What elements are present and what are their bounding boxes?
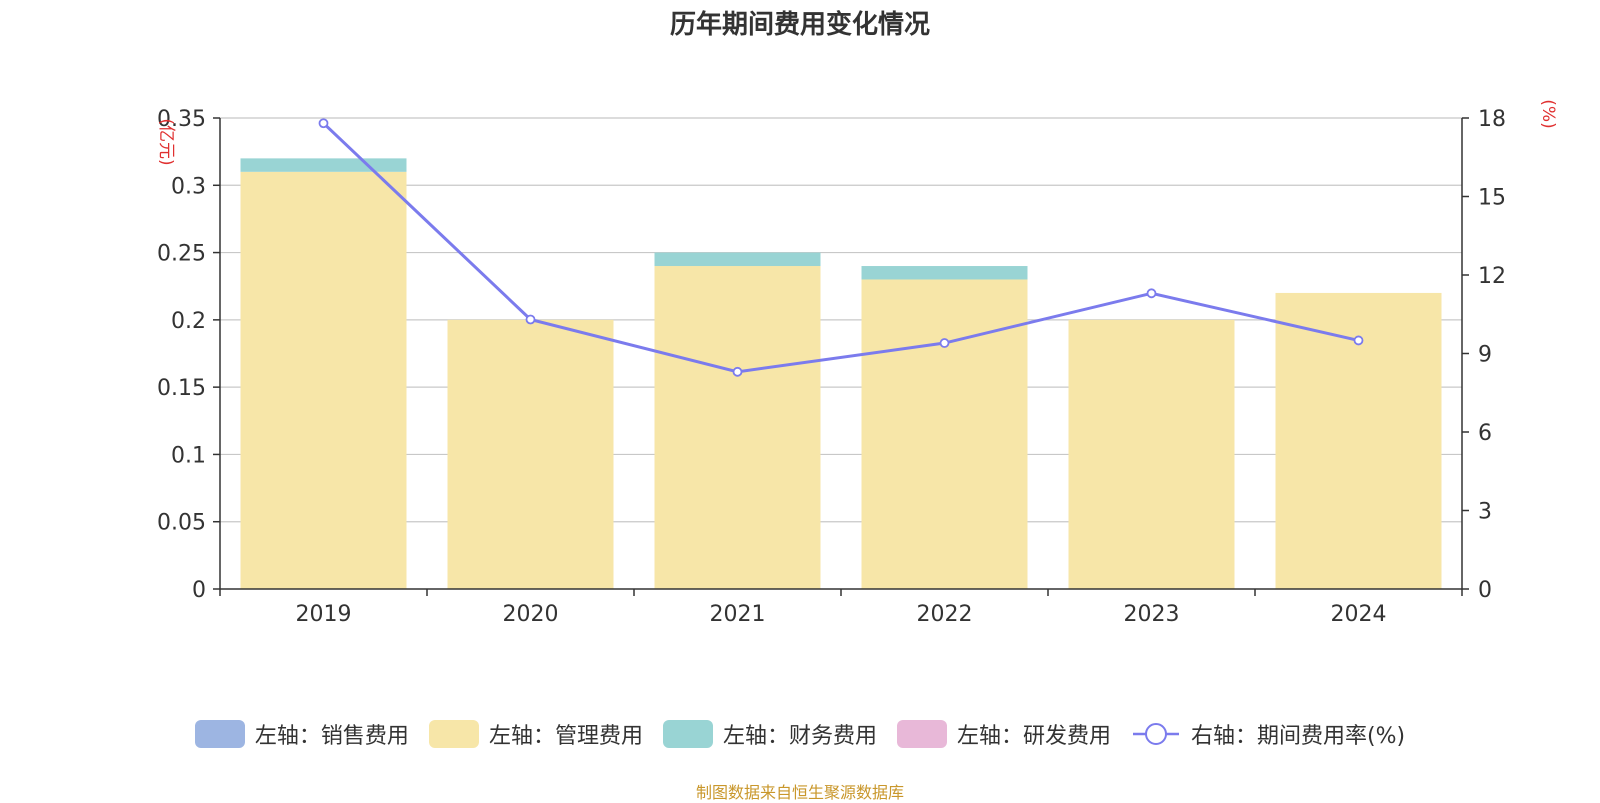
bar-segment [654,266,821,589]
right-tick-label: 0 [1478,578,1492,603]
chart-plot: 0 0.05 0.1 0.15 0.2 0.25 0.3 0.35 0 3 6 9 12 15 18 2019… [156,99,1558,627]
x-tick-label: 2020 [503,602,559,627]
legend-item[interactable]: 左轴：销售费用 [194,718,409,750]
bar-segment [240,158,407,172]
legend-swatch [662,720,713,748]
rate-point [1146,288,1157,299]
legend-item[interactable]: 右轴：期间费用率(%) [1131,718,1405,750]
right-tick-label: 9 [1478,343,1492,368]
legend-swatch [194,720,245,748]
right-axis-unit: (%) [1538,99,1558,128]
bar-segment [447,319,614,589]
x-tick-label: 2023 [1124,602,1180,627]
right-tick-label: 18 [1478,107,1506,132]
rate-point [525,314,536,325]
rate-line-path [322,122,1359,374]
legend-label: 左轴：财务费用 [722,724,877,749]
legend-label: 左轴：研发费用 [956,724,1111,749]
legend-label: 左轴：管理费用 [488,724,643,749]
legend-label: 右轴：期间费用率(%) [1190,724,1406,749]
chart-title: 历年期间费用变化情况 [669,10,930,40]
bar-segment [1068,319,1235,589]
bar-segment [654,252,821,267]
rate-point [939,338,950,348]
left-tick-label: 0.35 [157,107,206,132]
bar-segment [240,171,407,590]
rate-point [318,118,329,129]
grid-lines [220,117,1462,523]
tick-labels: 0 0.05 0.1 0.15 0.2 0.25 0.3 0.35 0 3 6 9 12 15 18 2019… [156,99,1558,627]
right-tick-label: 12 [1478,264,1506,289]
left-axis-unit: (亿元) [156,118,176,165]
x-tick-label: 2022 [917,602,973,627]
legend: 左轴：销售费用 左轴：管理费用 左轴：财务费用 左轴：研发费用 右轴：期间费用率(%) [0,718,1600,750]
left-tick-label: 0.2 [171,309,206,334]
legend-line-swatch [1132,723,1179,745]
legend-item[interactable]: 左轴：研发费用 [896,718,1111,750]
rate-line [318,118,1364,377]
right-tick-label: 15 [1478,186,1506,211]
left-tick-label: 0.05 [157,511,206,536]
x-tick-label: 2021 [710,602,766,627]
left-tick-label: 0.25 [157,242,206,267]
legend-swatch [428,720,479,748]
left-tick-label: 0.15 [157,376,206,401]
axes [213,117,1469,596]
legend-swatch [896,720,947,748]
bar-segment [861,266,1028,280]
x-tick-label: 2019 [296,602,352,627]
rate-point [732,366,743,377]
legend-item[interactable]: 左轴：管理费用 [428,718,643,750]
legend-label: 左轴：销售费用 [254,724,409,749]
right-tick-label: 3 [1478,500,1492,525]
legend-item[interactable]: 左轴：财务费用 [662,718,877,750]
bar-segment [861,279,1028,589]
bars [240,158,1442,590]
left-tick-label: 0.3 [171,174,206,199]
rate-point [1353,335,1364,346]
left-tick-label: 0 [192,578,206,603]
left-tick-label: 0.1 [171,443,206,468]
x-tick-label: 2024 [1331,602,1387,627]
right-tick-label: 6 [1478,421,1492,446]
source-note: 制图数据来自恒生聚源数据库 [695,783,904,802]
